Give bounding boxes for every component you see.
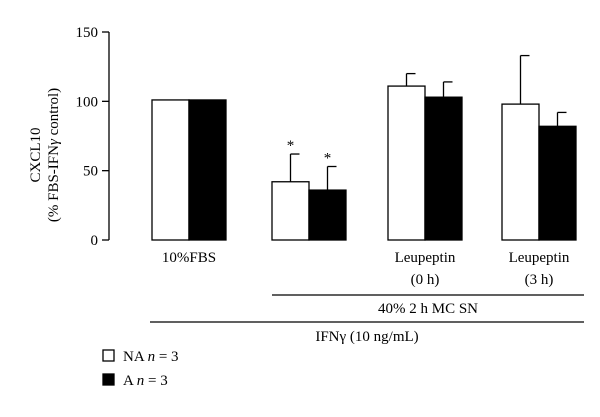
category-label: Leupeptin <box>395 250 456 266</box>
y-tick-label: 100 <box>76 94 99 110</box>
ifn-label: IFNγ (10 ng/mL) <box>315 329 418 345</box>
category-sublabel: (3 h) <box>525 272 554 288</box>
y-axis-ticks: 0 50 100 150 <box>76 25 109 249</box>
category-label: Leupeptin <box>509 250 570 266</box>
category-label: 10%FBS <box>162 250 216 266</box>
category-labels: 10%FBS Leupeptin (0 h) Leupeptin (3 h) <box>162 250 570 288</box>
bar-a-2 <box>308 189 347 241</box>
error-bars-group <box>289 54 567 191</box>
bar-a-3 <box>424 96 463 241</box>
bars-group <box>151 85 577 241</box>
y-axis-label-line2: (% FBS-IFNγ control) <box>46 88 62 222</box>
mc-sn-label: 40% 2 h MC SN <box>378 301 478 317</box>
legend-swatch-a <box>102 373 115 386</box>
bar-a-1 <box>188 99 227 241</box>
legend-label-a: A n = 3 <box>123 373 168 389</box>
legend-label-na: NA n = 3 <box>123 349 179 365</box>
significance-markers: ** <box>287 138 332 166</box>
y-tick-label: 150 <box>76 25 99 41</box>
legend: NA n = 3 A n = 3 <box>102 349 179 389</box>
bar-na-1 <box>151 99 190 241</box>
y-tick-label: 50 <box>83 164 98 180</box>
category-sublabel: (0 h) <box>411 272 440 288</box>
bar-a-4 <box>538 125 577 241</box>
bar-na-4 <box>501 103 540 241</box>
significance-star: * <box>287 138 295 154</box>
significance-star: * <box>324 151 332 167</box>
y-axis-label-line1: CXCL10 <box>28 127 44 182</box>
bar-na-3 <box>387 85 426 241</box>
bar-na-2 <box>271 181 310 241</box>
legend-swatch-na <box>102 349 115 362</box>
y-tick-label: 0 <box>91 233 99 249</box>
